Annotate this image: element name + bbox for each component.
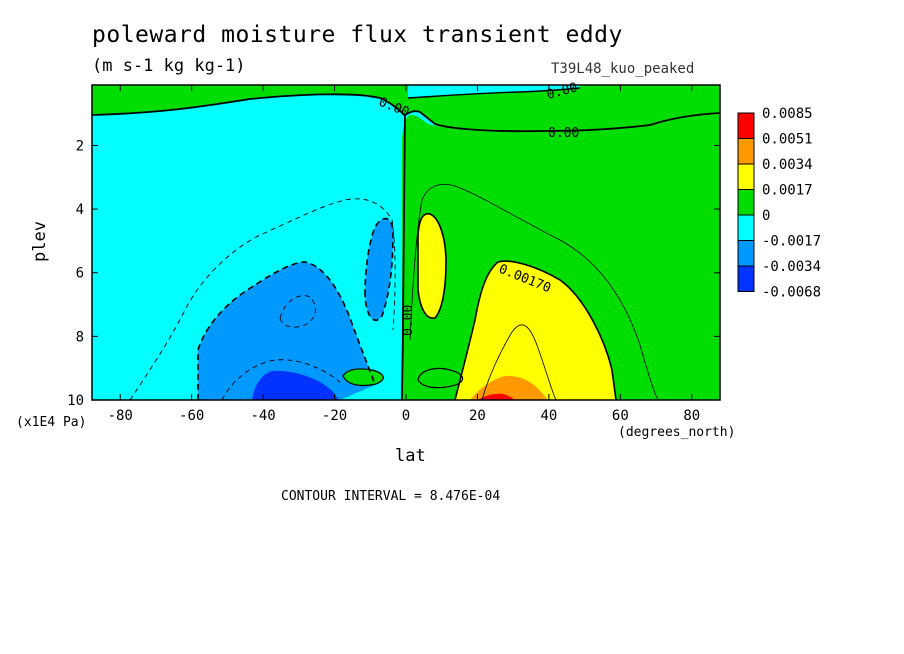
- dashed-contour-blue: [197, 261, 376, 400]
- colorbar-swatch: [737, 265, 755, 292]
- colorbar-label: -0.0034: [762, 259, 821, 275]
- x-axis-label: lat: [395, 446, 426, 466]
- positive-contour-right: [454, 260, 617, 401]
- colorbar-swatch: [737, 163, 755, 190]
- colorbar-swatch: [737, 138, 755, 165]
- positive-contour-yellow: [417, 213, 447, 319]
- colorbar-swatch: [737, 240, 755, 267]
- x-tick-label: 80: [683, 408, 700, 424]
- y-tick-label: 2: [76, 138, 84, 154]
- x-tick-label: -80: [108, 408, 133, 424]
- dark-blue-core: [252, 370, 338, 400]
- dashed-contour-outer: [129, 198, 396, 401]
- contour-label: 0.00: [548, 126, 579, 141]
- zero-contour-upper-right: [404, 110, 721, 133]
- run-label: T39L48_kuo_peaked: [551, 61, 695, 77]
- zero-contour-top: [407, 87, 581, 99]
- x-tick-label: 0: [402, 408, 410, 424]
- colorbar-label: 0.0017: [762, 183, 813, 199]
- green-blob-right: [418, 368, 463, 388]
- contour-label: 0.00: [401, 305, 416, 336]
- y-axis: 2 4 6 8 10: [67, 138, 720, 409]
- colorbar: 0.0085 0.0051 0.0034 0.0017 0 -0.0017 -0.0034 -…: [737, 106, 821, 301]
- y-tick-label: 8: [76, 329, 84, 345]
- x-tick-label: 60: [612, 408, 629, 424]
- colorbar-label: 0.0051: [762, 132, 813, 148]
- y-axis-units: (x1E4 Pa): [16, 415, 87, 430]
- southern-blue-region: [198, 262, 375, 400]
- contour-interval: CONTOUR INTERVAL = 8.476E-04: [281, 489, 501, 504]
- x-tick-label: -40: [250, 408, 275, 424]
- contour-fills: [92, 85, 720, 400]
- x-tick-label: 20: [469, 408, 486, 424]
- colorbar-label: 0.0085: [762, 106, 813, 122]
- colorbar-swatch: [737, 112, 755, 139]
- chart-title: poleward moisture flux transient eddy: [92, 22, 623, 48]
- contour-blob-left: [342, 368, 384, 387]
- y-tick-label: 4: [76, 202, 84, 218]
- red-core: [478, 393, 515, 400]
- mid-blue-lobe: [365, 218, 393, 321]
- y-tick-label: 6: [76, 266, 84, 282]
- thin-contour-orange: [481, 324, 557, 401]
- contour-lines: [91, 87, 721, 401]
- dashed-contour-lower: [221, 359, 341, 401]
- dashed-contour-lobe: [364, 217, 394, 321]
- contour-blob-right: [417, 367, 464, 389]
- zero-contour-upper-left: [91, 93, 406, 116]
- x-tick-label: -60: [179, 408, 204, 424]
- chart-subtitle: (m s-1 kg kg-1): [92, 56, 246, 76]
- colorbar-label: 0.0034: [762, 157, 813, 173]
- colorbar-swatch: [737, 189, 755, 216]
- zero-contour-equator: [401, 114, 406, 401]
- x-tick-label: -20: [322, 408, 347, 424]
- x-axis: -80 -60 -40 -20 0 20 40 60 80: [108, 85, 700, 424]
- dashed-contour-inner: [279, 295, 316, 328]
- upper-yellow-lobe: [418, 213, 446, 319]
- colorbar-label: -0.0017: [762, 234, 821, 250]
- colorbar-label: 0: [762, 208, 770, 224]
- x-tick-label: 40: [540, 408, 557, 424]
- colorbar-label: -0.0068: [762, 285, 821, 301]
- orange-core: [470, 375, 547, 400]
- thin-contour-right: [409, 183, 659, 401]
- upper-green-band: [92, 85, 720, 132]
- y-tick-label: 10: [67, 393, 84, 409]
- colorbar-swatch: [737, 214, 755, 241]
- y-axis-label: plev: [30, 221, 50, 262]
- x-axis-units: (degrees_north): [618, 425, 736, 440]
